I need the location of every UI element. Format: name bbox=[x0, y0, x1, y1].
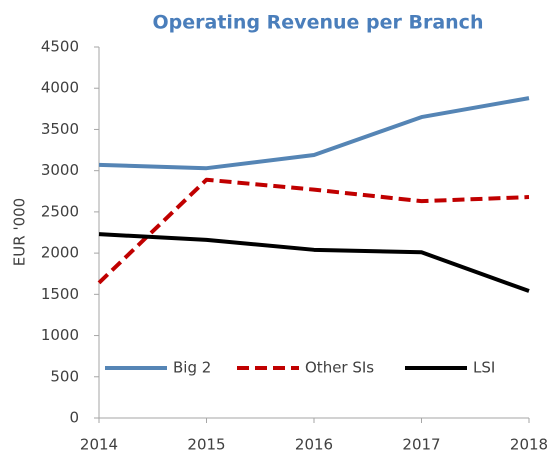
chart-title: Operating Revenue per Branch bbox=[153, 12, 484, 34]
x-tick-label: 2016 bbox=[295, 436, 333, 454]
x-tick-label: 2014 bbox=[80, 436, 118, 454]
y-tick-label: 1500 bbox=[41, 285, 79, 303]
legend-label: LSI bbox=[473, 359, 495, 377]
series-line bbox=[97, 177, 530, 285]
y-axis-label: EUR '000 bbox=[11, 198, 29, 266]
series-line bbox=[98, 96, 530, 171]
y-tick-label: 1000 bbox=[41, 326, 79, 344]
x-tick-label: 2015 bbox=[187, 436, 225, 454]
legend-label: Big 2 bbox=[173, 359, 211, 377]
y-tick-label: 2500 bbox=[41, 202, 79, 220]
y-tick-label: 2000 bbox=[41, 244, 79, 262]
x-tick-label: 2018 bbox=[510, 436, 548, 454]
y-tick-label: 500 bbox=[50, 367, 79, 385]
y-tick-label: 4000 bbox=[41, 79, 79, 97]
y-tick-label: 3000 bbox=[41, 161, 79, 179]
y-tick-label: 0 bbox=[69, 409, 79, 427]
series-line bbox=[98, 232, 530, 293]
y-tick-label: 4500 bbox=[41, 38, 79, 56]
y-tick-label: 3500 bbox=[41, 120, 79, 138]
x-tick-label: 2017 bbox=[402, 436, 440, 454]
legend-label: Other SIs bbox=[305, 359, 374, 377]
